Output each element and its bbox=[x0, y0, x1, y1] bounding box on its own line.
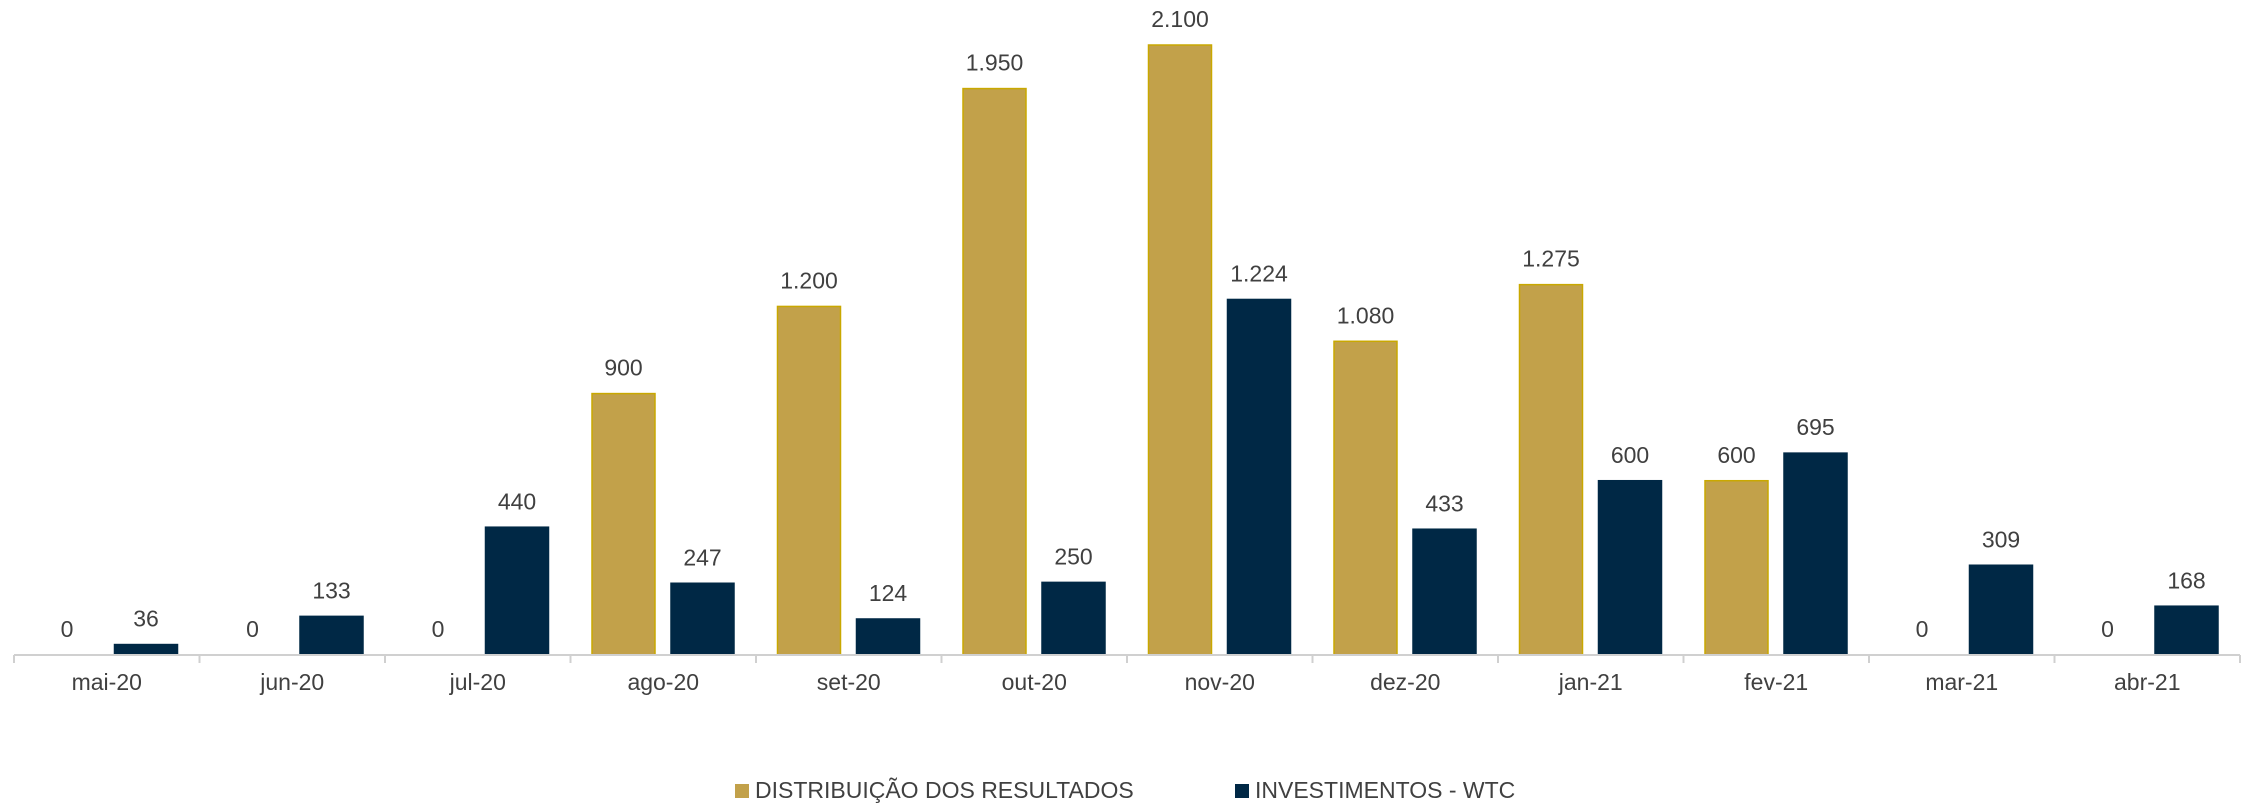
data-label: 0 bbox=[246, 616, 259, 642]
bar bbox=[484, 526, 550, 656]
bar bbox=[1968, 564, 2034, 656]
bar bbox=[591, 392, 656, 656]
data-label: 600 bbox=[1611, 442, 1649, 468]
data-label: 1.224 bbox=[1230, 261, 1288, 287]
bar bbox=[1333, 340, 1398, 656]
bar bbox=[299, 615, 364, 656]
data-label: 900 bbox=[604, 355, 642, 381]
x-tick-label: fev-21 bbox=[1744, 669, 1808, 695]
data-label: 1.950 bbox=[966, 50, 1024, 76]
legend-swatch bbox=[735, 784, 749, 798]
x-tick-label: nov-20 bbox=[1185, 669, 1255, 695]
data-label: 247 bbox=[683, 544, 721, 570]
bar bbox=[1412, 528, 1477, 656]
data-label: 0 bbox=[432, 616, 445, 642]
data-label: 600 bbox=[1717, 442, 1755, 468]
bar bbox=[1041, 581, 1106, 656]
x-tick-label: jul-20 bbox=[449, 669, 506, 695]
data-label: 1.080 bbox=[1337, 302, 1395, 328]
data-label: 2.100 bbox=[1151, 6, 1209, 32]
data-label: 0 bbox=[61, 616, 74, 642]
bar bbox=[1226, 298, 1292, 656]
x-tick-label: abr-21 bbox=[2114, 669, 2180, 695]
data-label: 0 bbox=[2101, 616, 2114, 642]
bar bbox=[1597, 479, 1663, 656]
data-label: 168 bbox=[2167, 567, 2205, 593]
x-tick-label: out-20 bbox=[1002, 669, 1067, 695]
data-label: 1.200 bbox=[780, 268, 838, 294]
bar bbox=[776, 305, 842, 656]
legend-label: INVESTIMENTOS - WTC bbox=[1255, 777, 1515, 803]
data-label: 133 bbox=[312, 577, 350, 603]
x-tick-label: mai-20 bbox=[72, 669, 142, 695]
data-label: 250 bbox=[1054, 543, 1092, 569]
bar bbox=[1518, 283, 1584, 656]
bar bbox=[113, 643, 179, 656]
data-label: 695 bbox=[1796, 414, 1834, 440]
x-tick-label: mar-21 bbox=[1925, 669, 1998, 695]
data-label: 1.275 bbox=[1522, 246, 1580, 272]
bar bbox=[1147, 44, 1213, 656]
data-label: 309 bbox=[1982, 526, 2020, 552]
bar bbox=[962, 87, 1027, 656]
data-label: 124 bbox=[869, 580, 908, 606]
x-tick-label: jan-21 bbox=[1558, 669, 1623, 695]
x-tick-label: dez-20 bbox=[1370, 669, 1440, 695]
x-tick-label: set-20 bbox=[817, 669, 881, 695]
bar bbox=[2154, 605, 2219, 656]
data-label: 0 bbox=[1916, 616, 1929, 642]
legend-swatch bbox=[1235, 784, 1249, 798]
x-tick-label: jun-20 bbox=[259, 669, 324, 695]
bar bbox=[1704, 479, 1769, 656]
x-tick-label: ago-20 bbox=[627, 669, 699, 695]
bar bbox=[855, 618, 921, 656]
bar bbox=[670, 582, 735, 656]
bar bbox=[1783, 452, 1848, 656]
data-label: 433 bbox=[1425, 490, 1463, 516]
data-label: 36 bbox=[133, 606, 159, 632]
data-label: 440 bbox=[498, 488, 536, 514]
legend-label: DISTRIBUIÇÃO DOS RESULTADOS bbox=[755, 777, 1134, 803]
